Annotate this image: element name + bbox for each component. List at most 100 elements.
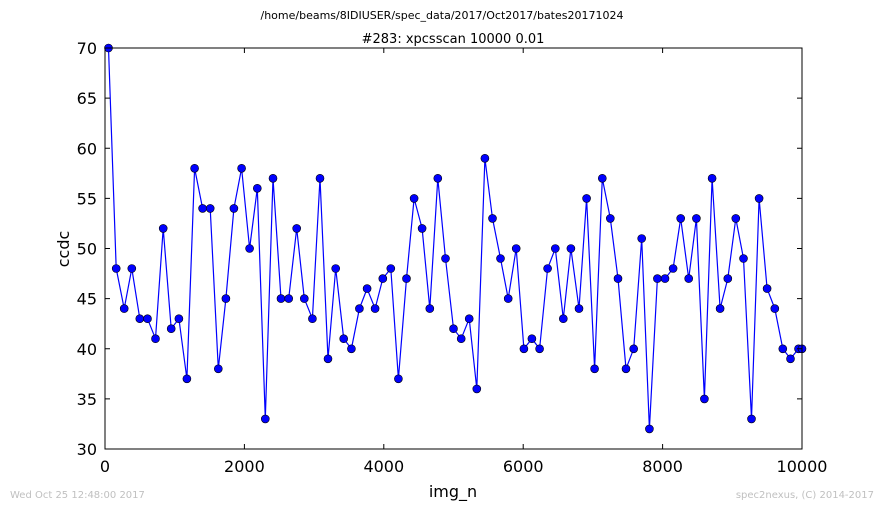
data-point [527, 334, 537, 344]
data-point [597, 174, 607, 183]
data-point [229, 204, 239, 213]
x-tick-label: 8000 [642, 457, 683, 476]
data-point [676, 214, 686, 223]
data-point [543, 264, 552, 273]
data-point [762, 284, 772, 293]
data-point [331, 264, 341, 273]
data-point [668, 264, 678, 273]
x-axis-label: img_n [429, 482, 477, 502]
data-point [511, 244, 521, 253]
data-point [496, 254, 505, 263]
data-point [260, 414, 270, 424]
y-tick-label: 60 [77, 139, 97, 158]
data-point [472, 384, 482, 394]
data-point [731, 214, 741, 223]
data-point [629, 344, 639, 354]
data-point [621, 364, 631, 374]
data-point [158, 224, 168, 233]
data-point [754, 194, 764, 203]
data-point [503, 294, 513, 303]
x-tick-label: 2000 [224, 457, 265, 476]
data-point [700, 394, 709, 404]
data-point [558, 314, 568, 324]
x-tick-label: 6000 [503, 457, 544, 476]
x-tick-label: 0 [100, 457, 110, 476]
data-point [433, 174, 443, 183]
data-point [355, 304, 364, 313]
data-point [488, 214, 497, 223]
data-point [480, 154, 490, 163]
data-point [456, 334, 466, 344]
data-point [394, 374, 403, 384]
data-point [590, 364, 599, 374]
data-point [566, 244, 576, 253]
data-point [135, 314, 145, 324]
data-point [182, 374, 192, 384]
data-point [237, 164, 246, 173]
data-point [308, 314, 317, 324]
data-point [707, 174, 717, 183]
series-line [107, 47, 802, 429]
y-tick-label: 45 [77, 290, 97, 309]
y-tick-label: 40 [77, 340, 97, 359]
data-point [660, 274, 670, 283]
data-point [692, 214, 701, 223]
data-point [214, 364, 223, 374]
data-point [386, 264, 396, 273]
series-layer [104, 43, 807, 434]
data-point [370, 304, 380, 313]
data-point [347, 344, 356, 354]
data-point [770, 304, 780, 313]
data-point [441, 254, 450, 263]
data-point [715, 304, 725, 313]
y-tick-label: 30 [77, 440, 97, 459]
data-point [582, 194, 591, 203]
y-tick-label: 35 [77, 390, 97, 409]
data-point [292, 224, 302, 233]
data-point [637, 234, 647, 243]
data-point [127, 264, 137, 273]
y-axis-label: ccdc [54, 231, 73, 268]
footer-timestamp: Wed Oct 25 12:48:00 2017 [10, 490, 145, 501]
data-point [778, 344, 788, 354]
data-point [276, 294, 286, 303]
data-point [362, 284, 372, 293]
data-point [174, 314, 184, 324]
chart-title: #283: xpcsscan 10000 0.01 [362, 32, 545, 47]
data-point [613, 274, 623, 283]
footer-credit: spec2nexus, (C) 2014-2017 [736, 490, 874, 501]
data-point [205, 204, 215, 213]
data-point [323, 354, 333, 364]
data-point [684, 274, 694, 283]
x-tick-label: 10000 [777, 457, 828, 476]
data-point [198, 204, 207, 213]
data-point [378, 274, 388, 283]
data-point [402, 274, 411, 283]
data-point [605, 214, 615, 223]
data-point [299, 294, 309, 303]
data-point [409, 194, 419, 203]
data-point [747, 414, 756, 424]
y-tick-label: 50 [77, 240, 97, 259]
data-point [339, 334, 349, 344]
data-point [151, 334, 160, 344]
data-point [464, 314, 474, 324]
data-point [535, 344, 544, 354]
y-tick-label: 70 [77, 39, 97, 58]
data-point [284, 294, 294, 303]
data-point [268, 174, 278, 183]
plot-area: 0 2000 4000 6000 8000 10000 30 35 40 45 50 55 60 65 70 [77, 39, 828, 476]
data-point [739, 254, 748, 263]
data-point [111, 264, 121, 273]
chart-suptitle: /home/beams/8IDIUSER/spec_data/2017/Oct2… [261, 9, 624, 22]
data-point [550, 244, 560, 253]
data-point [315, 174, 325, 183]
data-point [574, 304, 584, 313]
y-tick-label: 55 [77, 189, 97, 208]
data-point [417, 224, 427, 233]
data-point [190, 164, 199, 173]
data-point [252, 184, 262, 193]
data-point [645, 424, 654, 434]
data-point [166, 324, 176, 334]
